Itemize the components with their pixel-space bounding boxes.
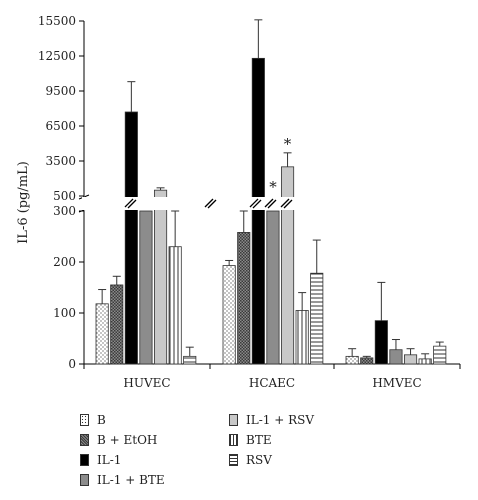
axis-break-slash [249, 198, 259, 208]
significance-asterisk: * [284, 135, 292, 153]
x-category-label: HCAEC [249, 376, 295, 390]
x-category-label: HMVEC [372, 376, 421, 390]
legend-label: RSV [246, 453, 272, 467]
bar [110, 284, 124, 365]
chart-legend: B B + EtOH IL-1 IL-1 + BTE IL-1 + RSV BTE RSV [80, 412, 410, 492]
bar [124, 111, 138, 365]
y-tick-label: 12500 [38, 49, 76, 63]
bar [139, 210, 153, 365]
bar [251, 57, 265, 365]
legend-label: BTE [246, 433, 272, 447]
legend-swatch [80, 454, 89, 466]
y-tick-label: 100 [53, 306, 76, 320]
y-tick-label: 500 [53, 189, 76, 203]
bar [222, 265, 236, 365]
bar [360, 357, 374, 365]
y-tick-label: 9500 [45, 84, 76, 98]
axis-break-gap [82, 197, 302, 210]
legend-label: IL-1 + RSV [246, 413, 315, 427]
x-category-label: HUVEC [123, 376, 170, 390]
legend-item: B + EtOH [80, 432, 157, 448]
axis-break-slash [283, 199, 293, 209]
bar [389, 349, 403, 365]
bar [266, 210, 280, 365]
y-tick-label: 0 [68, 357, 76, 371]
legend-swatch [80, 434, 89, 446]
legend-label: IL-1 + BTE [97, 473, 165, 487]
legend-item: B [80, 412, 106, 428]
bar [280, 166, 295, 365]
legend-item: IL-1 [80, 452, 121, 468]
y-axis-label: IL-6 (pg/mL) [16, 161, 31, 244]
axis-break-slash [204, 198, 214, 208]
axis-break-slash [207, 199, 217, 209]
bar [374, 320, 388, 365]
axis-break-slash [267, 199, 277, 209]
axis-break-slash [252, 199, 262, 209]
y-tick-label: 15500 [38, 14, 76, 28]
legend-label: B + EtOH [97, 433, 158, 447]
bar [183, 355, 197, 365]
bar [403, 354, 418, 365]
bar [345, 355, 359, 365]
bar [433, 345, 447, 365]
y-tick-label: 300 [53, 204, 76, 218]
legend-item: BTE [229, 432, 272, 448]
bar [153, 189, 168, 365]
significance-asterisk: * [269, 178, 277, 196]
y-tick-label: 200 [53, 255, 76, 269]
legend-swatch [229, 414, 238, 426]
legend-item: IL-1 + RSV [229, 412, 314, 428]
bar [237, 232, 251, 365]
legend-label: IL-1 [97, 453, 122, 467]
legend-label: B [97, 413, 106, 427]
y-tick-label: 3500 [45, 154, 76, 168]
axis-break-slash [124, 198, 134, 208]
bar [295, 310, 309, 365]
bar [95, 303, 109, 365]
bar [418, 358, 432, 365]
legend-item: RSV [229, 452, 272, 468]
bar [310, 272, 324, 365]
axis-break-slash [280, 198, 290, 208]
legend-swatch [229, 454, 238, 466]
legend-item: IL-1 + BTE [80, 472, 165, 488]
bar [168, 246, 182, 365]
y-tick-label: 6500 [45, 119, 76, 133]
axis-break-slash [127, 199, 137, 209]
legend-swatch [80, 474, 89, 486]
legend-swatch [80, 414, 89, 426]
legend-swatch [229, 434, 238, 446]
axis-break-slash [264, 198, 274, 208]
